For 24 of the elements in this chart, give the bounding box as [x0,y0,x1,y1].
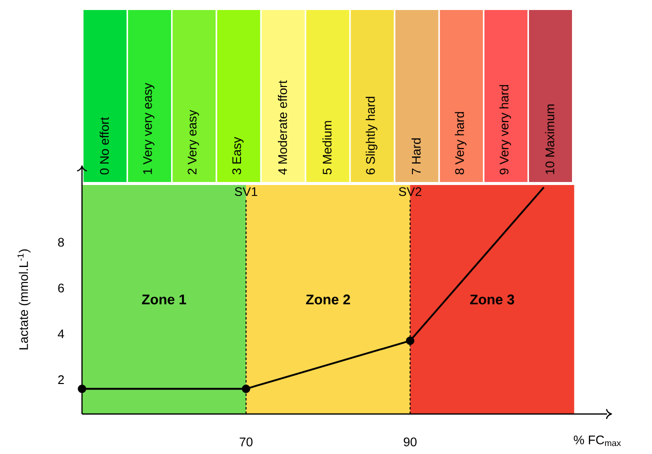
category-label: 4 Moderate effort [278,80,288,175]
x-tick-label: 90 [404,438,417,446]
category-label: 8 Very hard [454,112,466,174]
category-label: 10 Maximum [545,104,554,174]
category-label: 7 Hard [412,138,421,174]
category-label: 5 Medium [322,121,332,174]
category-label: 1 Very very easy [143,82,154,174]
band-label: Zone 3 [470,294,514,304]
category-label: 6 Slightly hard [366,96,378,174]
y-axis-title: Lactate (mmol.L$^{-1}$) [18,249,30,350]
y-tick-label: 2 [58,375,64,384]
ref-line-label: SV1 [234,187,258,196]
band-label: Zone 2 [306,294,350,304]
y-tick-label: 4 [58,330,64,338]
ref-line-label: SV2 [398,187,422,196]
category-label: 9 Very very hard [499,85,511,174]
category-label: 2 Very easy [188,110,199,174]
y-tick-label: 8 [58,238,64,247]
x-tick-label: 70 [240,438,252,446]
band-label: Zone 1 [142,294,186,304]
category-label: 0 No effort [100,117,109,174]
y-tick-label: 6 [58,284,64,292]
x-axis-title: % FC$_{max}$ [574,436,621,446]
category-label: 3 Easy [232,136,244,174]
